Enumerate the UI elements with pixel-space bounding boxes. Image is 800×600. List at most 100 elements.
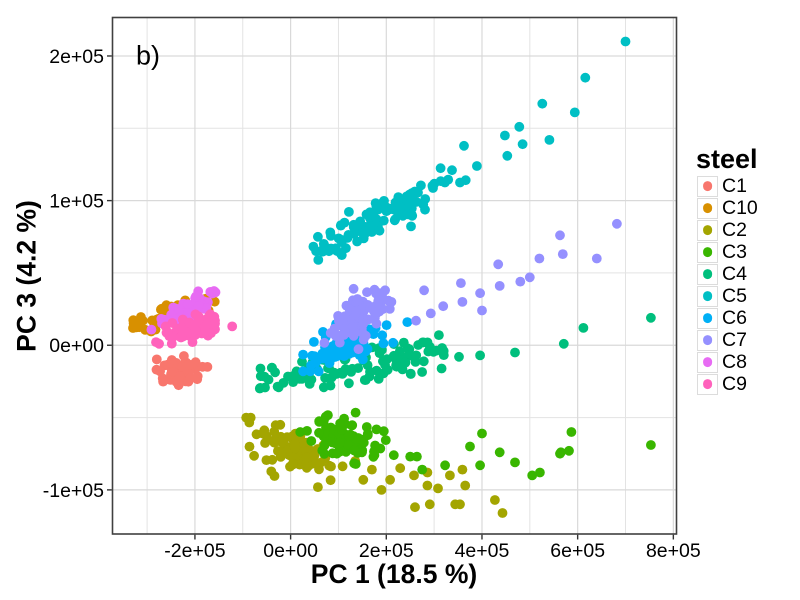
x-axis-title: PC 1 (18.5 %) — [310, 559, 478, 589]
data-point-C4 — [578, 323, 589, 333]
legend-key-box — [697, 329, 718, 351]
data-point-C5 — [313, 255, 324, 265]
data-point-C6 — [358, 354, 368, 365]
data-point-C5 — [416, 180, 426, 191]
legend-key-box — [697, 197, 718, 219]
data-point-C5 — [500, 130, 510, 141]
data-point-C6 — [313, 366, 324, 377]
data-point-C3 — [350, 407, 361, 418]
data-point-C2 — [433, 483, 443, 494]
data-point-C3 — [362, 430, 373, 441]
data-point-C5 — [514, 121, 525, 132]
y-tick-label: 0e+00 — [49, 335, 104, 357]
data-point-C7 — [457, 297, 468, 307]
data-point-C7 — [360, 330, 371, 341]
data-point-C8 — [182, 299, 193, 310]
data-point-C7 — [351, 306, 361, 316]
data-point-C7 — [493, 259, 504, 270]
data-point-C5 — [365, 207, 375, 218]
data-point-C7 — [348, 321, 358, 332]
data-point-C4 — [329, 367, 339, 378]
data-point-C9 — [160, 321, 171, 332]
data-point-C5 — [459, 140, 469, 151]
data-point-C1 — [179, 351, 189, 361]
data-point-C10 — [136, 312, 146, 322]
data-point-C5 — [580, 72, 591, 83]
data-point-C3 — [349, 445, 360, 456]
data-point-C5 — [420, 194, 431, 204]
data-point-C5 — [502, 150, 513, 161]
data-point-C2 — [249, 450, 259, 461]
data-point-C6 — [298, 366, 308, 377]
data-point-C7 — [365, 303, 376, 313]
data-point-C4 — [344, 365, 355, 376]
legend-key-box — [697, 219, 718, 241]
legend-key-dot — [702, 203, 713, 213]
data-point-C5 — [393, 209, 404, 220]
data-point-C5 — [371, 214, 382, 225]
data-point-C2 — [289, 438, 300, 449]
data-point-C2 — [275, 419, 286, 430]
data-point-C5 — [455, 177, 465, 188]
data-point-C3 — [361, 422, 372, 432]
data-point-C2 — [337, 461, 348, 472]
data-point-C6 — [307, 350, 317, 361]
panel-background — [112, 17, 677, 534]
data-point-C3 — [337, 425, 347, 435]
legend-item-label: C7 — [722, 328, 747, 351]
data-point-C9 — [227, 321, 238, 332]
data-point-C2 — [410, 502, 420, 513]
legend-key-dot — [702, 379, 713, 389]
data-point-C2 — [358, 474, 369, 485]
data-point-C8 — [146, 324, 157, 335]
data-point-C7 — [555, 230, 565, 241]
data-point-C7 — [494, 281, 505, 291]
x-tick-label: 2e+05 — [359, 540, 414, 562]
data-point-C6 — [335, 347, 346, 358]
data-point-C3 — [535, 467, 545, 478]
data-point-C5 — [378, 215, 389, 226]
data-point-C9 — [154, 338, 165, 349]
data-point-C4 — [405, 369, 416, 379]
data-point-C5 — [313, 231, 323, 242]
data-point-C4 — [425, 344, 436, 355]
y-tick-label: 2e+05 — [49, 46, 104, 68]
data-point-C2 — [385, 474, 395, 485]
legend-key-box — [697, 307, 718, 329]
data-point-C5 — [472, 161, 482, 171]
data-point-C5 — [344, 207, 354, 217]
data-point-C1 — [184, 359, 195, 370]
data-point-C5 — [427, 181, 438, 191]
panel-annotation: b) — [136, 40, 161, 71]
data-point-C4 — [434, 330, 444, 340]
data-point-C5 — [435, 163, 446, 174]
data-point-C3 — [347, 420, 358, 431]
legend-item-label: C1 — [722, 174, 747, 197]
legend-key-dot — [702, 181, 713, 191]
data-point-C9 — [210, 318, 220, 329]
data-point-C4 — [259, 371, 270, 382]
legend-item-C1: C1 — [696, 175, 758, 197]
data-point-C6 — [309, 337, 319, 347]
legend-item-label: C8 — [722, 350, 747, 373]
data-point-C6 — [402, 317, 413, 327]
data-point-C3 — [440, 460, 450, 471]
data-point-C7 — [338, 330, 349, 340]
data-point-C5 — [569, 107, 580, 118]
data-point-C5 — [544, 135, 555, 145]
data-point-C3 — [342, 439, 353, 450]
data-point-C3 — [349, 458, 359, 469]
data-point-C5 — [537, 98, 548, 109]
x-tick-label: 6e+05 — [550, 540, 605, 562]
data-point-C4 — [558, 338, 569, 349]
legend-title: steel — [696, 144, 758, 174]
data-point-C6 — [381, 320, 392, 330]
data-point-C9 — [190, 325, 201, 336]
data-point-C7 — [333, 311, 343, 321]
data-point-C5 — [393, 192, 404, 203]
data-point-C7 — [352, 295, 363, 306]
data-point-C3 — [378, 426, 389, 437]
data-point-C2 — [287, 459, 298, 469]
data-point-C1 — [166, 355, 177, 365]
data-point-C4 — [373, 374, 384, 384]
